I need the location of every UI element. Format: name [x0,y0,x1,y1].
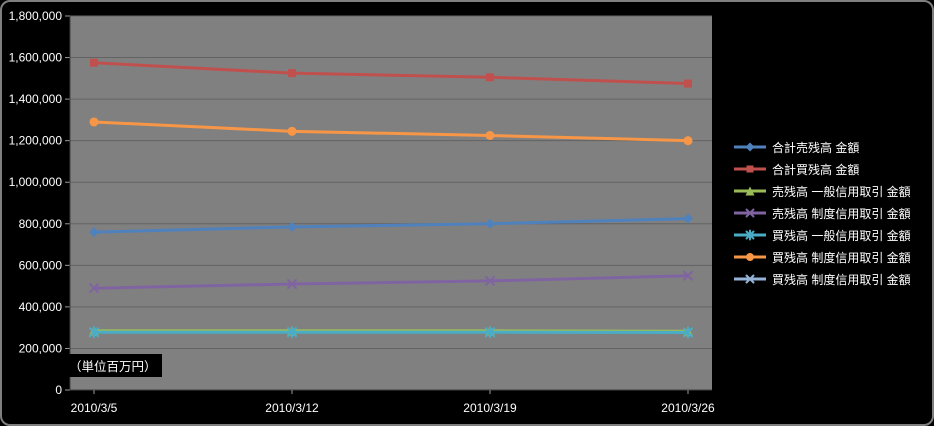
marker-star [485,326,495,339]
marker-x [89,283,99,294]
legend-marker-icon [734,165,766,173]
marker-diamond [485,218,495,229]
marker-square [684,79,692,88]
marker-x [745,208,755,218]
marker-star [745,229,755,241]
series-line [93,217,689,234]
legend-label: 売残高 一般信用取引 金額 [772,184,911,199]
y-tick-label: 1,800,000 [9,9,63,23]
x-tick-label: 2010/3/12 [265,401,319,415]
marker-diamond [287,221,297,232]
y-tick-label: 400,000 [19,300,63,314]
marker-triangle [745,186,755,196]
marker-x [745,274,755,284]
series-line [93,120,689,143]
plot-area [70,16,712,390]
marker-star [89,326,99,339]
marker-circle [287,126,297,136]
marker-diamond [745,142,755,152]
legend-label: 買残高 制度信用取引 金額 [772,250,911,265]
legend-item: 買残高 制度信用取引 金額 [733,246,911,268]
legend-item: 買残高 制度信用取引 金額 [733,268,911,290]
legend-item: 買残高 一般信用取引 金額 [733,224,911,246]
y-tick-label: 600,000 [19,258,63,272]
y-tick-label: 1,400,000 [9,92,63,106]
legend-marker-icon [734,274,766,284]
marker-square [486,73,494,82]
legend-item: 合計売残高 金額 [733,136,911,158]
chart-legend: 合計売残高 金額 合計買残高 金額売残高 一般信用取引 金額 売残高 制度信用取引 … [733,136,911,290]
series-line [93,61,689,86]
legend-label: 売残高 制度信用取引 金額 [772,206,911,221]
marker-circle [485,130,495,140]
unit-label: （単位百万円） [64,354,162,377]
y-tick-label: 1,000,000 [9,175,63,189]
marker-circle [89,117,99,127]
marker-square [746,165,754,173]
marker-square [90,58,98,67]
legend-marker-icon [734,253,766,261]
legend-marker-icon [734,208,766,218]
series-line [93,274,689,290]
legend-marker-icon [734,186,766,196]
y-tick-label: 200,000 [19,341,63,355]
x-tick-label: 2010/3/19 [463,401,517,415]
marker-square [288,69,296,78]
marker-x [683,270,693,281]
x-tick-label: 2010/3/5 [71,401,118,415]
marker-star [287,326,297,339]
legend-item: 売残高 制度信用取引 金額 [733,202,911,224]
marker-star [683,326,693,339]
legend-label: 買残高 一般信用取引 金額 [772,228,911,243]
y-tick-label: 800,000 [19,217,63,231]
y-tick-label: 0 [55,383,62,397]
x-tick-label: 2010/3/26 [661,401,715,415]
legend-label: 合計売残高 金額 [772,140,860,155]
legend-label: 買残高 制度信用取引 金額 [772,272,911,287]
marker-circle [746,253,754,261]
marker-x [287,279,297,290]
marker-x [485,275,495,286]
legend-label: 合計買残高 金額 [772,162,860,177]
y-tick-label: 1,200,000 [9,134,63,148]
legend-item: 売残高 一般信用取引 金額 [733,180,911,202]
legend-marker-icon [734,142,766,152]
y-tick-label: 1,600,000 [9,51,63,65]
legend-marker-icon [734,229,766,241]
marker-circle [683,136,693,146]
marker-diamond [89,227,99,238]
legend-item: 合計買残高 金額 [733,158,911,180]
marker-diamond [683,213,693,224]
